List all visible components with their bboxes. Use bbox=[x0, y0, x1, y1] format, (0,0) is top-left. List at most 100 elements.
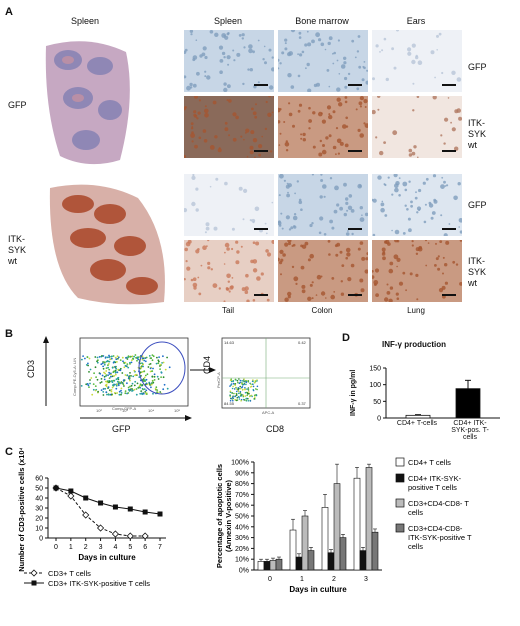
panel-d-ytick: 150 bbox=[369, 366, 381, 373]
interferon-gamma-chart: 0 50 100 150 bbox=[369, 366, 500, 423]
c1-point bbox=[82, 511, 90, 519]
plot1-yaxis-small: Comp-PE-Cy5-A: LIN bbox=[72, 357, 77, 396]
scale-bar bbox=[254, 150, 268, 152]
scale-bar bbox=[442, 228, 456, 230]
quadrant-ur: 0.42 bbox=[298, 340, 306, 345]
spleen-gfp-image bbox=[38, 38, 138, 168]
c1-xtick: 4 bbox=[113, 544, 117, 551]
caption-tail: Tail bbox=[221, 306, 234, 315]
scale-bar bbox=[442, 150, 456, 152]
c1-point bbox=[141, 532, 149, 540]
row-label-gfp-1: GFP bbox=[468, 62, 487, 72]
c2-bar bbox=[371, 531, 379, 571]
c2-ytick: 10% bbox=[235, 557, 249, 564]
scale-bar bbox=[254, 84, 268, 86]
c2-ytick: 80% bbox=[235, 481, 249, 488]
c2-ytick: 100% bbox=[231, 460, 249, 467]
scale-bar bbox=[254, 294, 268, 296]
c2-xlabel: Days in culture bbox=[289, 585, 347, 594]
tick-4: 10⁵ bbox=[174, 408, 181, 413]
c1-ytick: 20 bbox=[35, 516, 43, 523]
panel-d-bar bbox=[405, 414, 431, 419]
c2-legend-0: CD4+ T cells bbox=[408, 458, 451, 467]
c1-point bbox=[112, 504, 118, 510]
c2-legend-2: cells bbox=[408, 508, 423, 517]
c2-bar bbox=[327, 552, 335, 571]
c2-bar bbox=[275, 558, 283, 571]
left-header-spleen: Spleen bbox=[70, 16, 100, 26]
row-label-itk-syk-2: ITK- SYK wt bbox=[468, 256, 487, 288]
col-header-bone-marrow: Bone marrow bbox=[295, 16, 349, 26]
flow-plot-panel bbox=[43, 336, 311, 421]
c1-xtick: 6 bbox=[143, 544, 147, 551]
c2-bar bbox=[365, 467, 373, 571]
scale-bar bbox=[348, 84, 362, 86]
c1-xtick: 7 bbox=[158, 544, 162, 551]
colon-itk-tile bbox=[278, 240, 368, 302]
c1-point bbox=[142, 509, 148, 515]
c1-point bbox=[98, 500, 104, 506]
quadrant-ul: 14.63 bbox=[224, 340, 235, 345]
c1-xtick: 5 bbox=[128, 544, 132, 551]
c2-bar bbox=[257, 561, 265, 571]
colon-gfp-tile bbox=[278, 174, 368, 236]
panel-b-label: B bbox=[5, 328, 13, 340]
c1-point bbox=[53, 485, 59, 491]
c1-xtick: 1 bbox=[69, 544, 73, 551]
c2-ytick: 70% bbox=[235, 492, 249, 499]
panel-d-label: D bbox=[342, 332, 350, 344]
scale-bar bbox=[348, 150, 362, 152]
tail-itk-tile bbox=[184, 240, 274, 302]
c2-bar bbox=[353, 477, 361, 571]
c2-legend-swatch bbox=[395, 473, 405, 483]
panel-a-label: A bbox=[5, 6, 13, 18]
c2-legend-1: positive T cells bbox=[408, 483, 457, 492]
c1-point bbox=[97, 524, 105, 532]
c2-xtick: 3 bbox=[364, 576, 368, 583]
c1-point bbox=[111, 530, 119, 538]
plot2-yaxis-small: PerCP-A bbox=[216, 372, 221, 388]
col-header-ears: Ears bbox=[406, 16, 426, 26]
cell-count-line-chart: 0 10 20 30 40 50 60 0 1 2 3 4 5 6 7 Days in culture Numb… bbox=[17, 448, 166, 588]
c1-point bbox=[83, 495, 89, 501]
c2-legend-swatch bbox=[395, 457, 405, 467]
c1-xlabel: Days in culture bbox=[78, 553, 136, 562]
c2-bar bbox=[301, 515, 309, 571]
ears-gfp-tile bbox=[372, 30, 462, 92]
plot2-xaxis-small: APC-A bbox=[262, 410, 275, 415]
c1-point bbox=[126, 532, 134, 540]
c2-legend-3: cells bbox=[408, 542, 423, 551]
caption-lung: Lung bbox=[407, 306, 425, 315]
c2-bar bbox=[333, 483, 341, 571]
row-label-gfp-2: GFP bbox=[468, 200, 487, 210]
tick-1: 10² bbox=[96, 408, 102, 413]
panel-d-cat-0: CD4+ T-cells bbox=[396, 420, 438, 427]
c2-ytick: 20% bbox=[235, 546, 249, 553]
c1-ytick: 30 bbox=[35, 506, 43, 513]
spleen-gfp-tile bbox=[184, 30, 274, 92]
c1-ytick: 60 bbox=[35, 476, 43, 483]
plot2-ylabel: CD4 bbox=[202, 355, 212, 374]
scale-bar bbox=[442, 294, 456, 296]
lung-itk-tile bbox=[372, 240, 462, 302]
c2-bar bbox=[263, 561, 271, 571]
scale-bar bbox=[254, 228, 268, 230]
panel-d-title: INF-γ production bbox=[382, 340, 446, 349]
scale-bar bbox=[348, 228, 362, 230]
panel-d-ytick: 50 bbox=[373, 399, 381, 406]
gate-ellipse bbox=[138, 341, 186, 395]
c2-bar bbox=[295, 556, 303, 571]
c1-xtick: 0 bbox=[54, 544, 58, 551]
bone-marrow-gfp-tile bbox=[278, 30, 368, 92]
c1-point bbox=[127, 506, 133, 512]
c1-ytick: 0 bbox=[39, 536, 43, 543]
c1-legend-1: CD3+ ITK-SYK-positive T cells bbox=[48, 579, 150, 588]
c2-ytick: 30% bbox=[235, 535, 249, 542]
scale-bar bbox=[348, 294, 362, 296]
row-label-itk-syk-1: ITK- SYK wt bbox=[468, 118, 487, 150]
c2-bar bbox=[339, 537, 347, 571]
c1-point bbox=[67, 492, 75, 500]
c2-ytick: 50% bbox=[235, 514, 249, 521]
left-row-gfp: GFP bbox=[8, 100, 27, 110]
c2-legend-2: CD3+CD4-CD8- T bbox=[408, 499, 469, 508]
